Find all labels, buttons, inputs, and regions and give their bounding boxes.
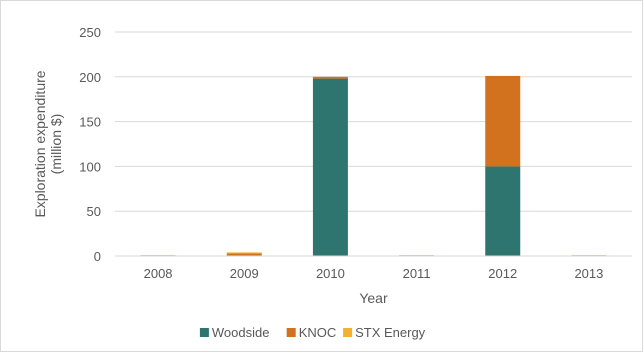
legend-swatch (199, 328, 209, 337)
y-tick-label: 100 (79, 159, 101, 174)
x-tick-label: 2009 (230, 266, 259, 281)
x-tick-label: 2013 (574, 266, 603, 281)
y-axis-title: Exploration expenditure(million $) (32, 70, 64, 217)
x-axis-title: Year (359, 290, 388, 306)
bar-segment-stx-energy-2009 (226, 252, 262, 254)
legend-label: KNOC (299, 325, 337, 340)
y-tick-label: 200 (79, 70, 101, 85)
y-tick-label: 250 (79, 25, 101, 40)
x-tick-label: 2012 (488, 266, 517, 281)
legend-label: STX Energy (355, 325, 426, 340)
bar-segment-knoc-2009 (226, 253, 262, 256)
x-axis-tick-labels: 2008 2009 2010 2011 2012 2013 (144, 266, 604, 281)
gridlines (115, 31, 632, 212)
legend-swatch (286, 328, 296, 337)
legend: Woodside KNOC STX Energy (199, 325, 426, 340)
y-tick-label: 0 (94, 249, 101, 264)
y-tick-label: 50 (87, 204, 101, 219)
bar-segment-woodside-2010 (312, 78, 348, 256)
y-axis-tick-labels: 0 50 100 150 200 250 (79, 25, 101, 264)
bar-segment-woodside-2012 (485, 166, 521, 256)
legend-label: Woodside (212, 325, 270, 340)
bar-segment-knoc-2010 (312, 76, 348, 79)
x-tick-label: 2008 (144, 266, 173, 281)
legend-swatch (343, 328, 353, 337)
x-tick-label: 2011 (403, 266, 431, 281)
bar-segment-knoc-2012 (485, 75, 521, 167)
y-tick-label: 150 (79, 115, 101, 130)
x-tick-label: 2010 (316, 266, 345, 281)
